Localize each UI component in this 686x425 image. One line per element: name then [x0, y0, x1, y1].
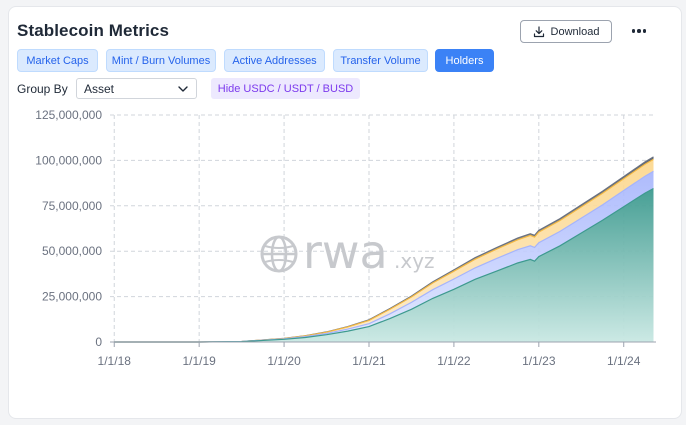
download-icon: [533, 25, 544, 37]
download-label: Download: [550, 25, 600, 38]
x-tick-label: 1/1/22: [437, 354, 471, 368]
axes: 0 25,000,000 50,000,000 75,000,000 100,000,0…: [35, 108, 656, 368]
more-options-button[interactable]: [628, 22, 650, 40]
watermark-brand: rwa: [303, 225, 388, 279]
series-areas: [114, 156, 654, 343]
tab-transfer-volume[interactable]: Transfer Volume: [333, 49, 428, 72]
watermark: rwa .xyz: [260, 225, 435, 279]
more-dot-icon: [642, 29, 647, 33]
tab-mint-burn-volumes[interactable]: Mint / Burn Volumes: [106, 49, 216, 72]
x-tick-label: 1/1/18: [98, 354, 132, 368]
y-tick-label: 75,000,000: [42, 199, 102, 213]
y-tick-label: 125,000,000: [35, 108, 102, 122]
line-series-1: [114, 187, 654, 343]
y-tick-label: 50,000,000: [42, 244, 102, 258]
area-series-1: [114, 188, 654, 342]
group-by-select[interactable]: Asset: [76, 78, 197, 99]
tab-active-addresses[interactable]: Active Addresses: [224, 49, 325, 72]
y-tick-label: 0: [95, 335, 102, 349]
y-tick-label: 100,000,000: [35, 153, 102, 167]
x-tick-label: 1/1/20: [267, 354, 301, 368]
group-by-label: Group By: [17, 82, 68, 96]
download-button[interactable]: Download: [520, 20, 612, 43]
hide-stablecoins-toggle[interactable]: Hide USDC / USDT / BUSD: [211, 78, 360, 99]
chevron-down-icon: [178, 86, 188, 92]
more-dot-icon: [637, 29, 641, 33]
y-tick-label: 25,000,000: [42, 290, 102, 304]
x-tick-label: 1/1/24: [607, 354, 641, 368]
tab-market-caps[interactable]: Market Caps: [17, 49, 98, 72]
more-dot-icon: [631, 29, 636, 33]
x-tick-label: 1/1/21: [352, 354, 386, 368]
group-by-value: Asset: [84, 81, 115, 96]
watermark-domain: .xyz: [394, 249, 435, 273]
x-tick-label: 1/1/19: [182, 354, 216, 368]
page-title: Stablecoin Metrics: [17, 21, 170, 40]
tab-holders[interactable]: Holders: [435, 49, 494, 72]
x-tick-label: 1/1/23: [522, 354, 556, 368]
globe-icon: [260, 235, 298, 273]
